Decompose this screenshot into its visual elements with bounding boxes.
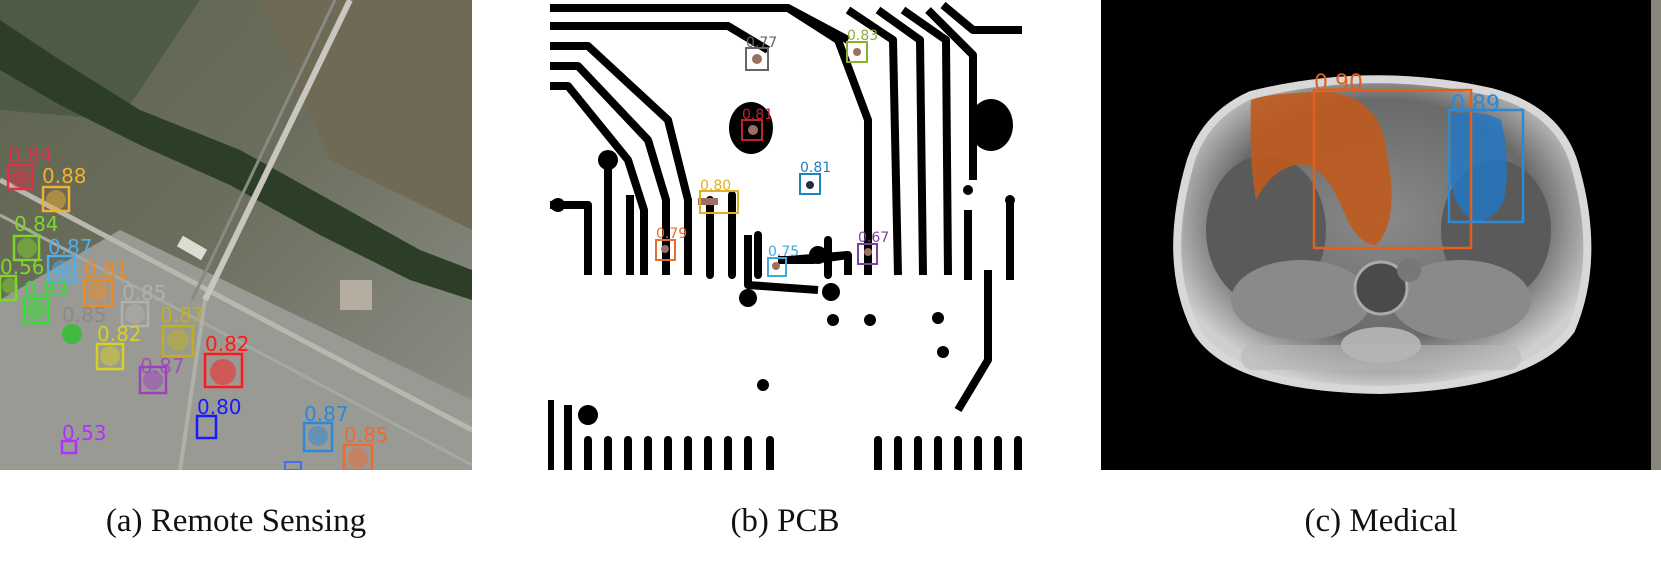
detection-box	[342, 443, 374, 470]
detection-box	[12, 234, 41, 262]
detection-box	[857, 243, 878, 265]
detection-box	[41, 185, 71, 213]
pcb-panel: 0.77 0.83 0.81 0.81 0.80 0.79 0.75	[548, 0, 1022, 470]
detection-box	[846, 41, 868, 63]
detection-box	[741, 119, 763, 141]
detection-box	[60, 439, 78, 455]
caption-remote-sensing: (a) Remote Sensing	[105, 503, 367, 539]
detection-score: 0.85	[122, 281, 167, 305]
detection-box	[0, 274, 18, 302]
detection-score: 0.82	[97, 322, 142, 346]
detection-score: 0.85	[344, 423, 389, 447]
detection-score: 0.85	[62, 303, 107, 327]
caption-pcb: (b) PCB	[730, 503, 840, 539]
detection-box	[161, 324, 195, 358]
detection-box	[799, 173, 821, 195]
detection-box	[302, 421, 334, 453]
detection-markers: 0.84 0.88 0.84 0.87 0.81 0.56 0.83	[0, 143, 389, 470]
detection-markers: 0.90 0.89	[1250, 71, 1525, 250]
detection-box	[195, 414, 218, 440]
pcb-image: 0.77 0.83 0.81 0.81 0.80 0.79 0.75	[548, 0, 1022, 470]
detection-score: 0.81	[742, 107, 773, 123]
detection-score: 0.87	[160, 303, 205, 327]
detection-score: 0.90	[1314, 71, 1363, 96]
detection-box	[6, 163, 34, 191]
detection-score: 0.89	[1451, 92, 1500, 117]
detection-score: 0.67	[858, 230, 889, 246]
detection-box	[138, 365, 168, 395]
detection-box	[95, 342, 125, 371]
remote-sensing-panel: 0.84 0.88 0.84 0.87 0.81 0.56 0.83	[0, 0, 472, 470]
detection-box	[83, 278, 114, 308]
detection-score: 0.82	[205, 332, 250, 356]
remote-sensing-image: 0.84 0.88 0.84 0.87 0.81 0.56 0.83	[0, 0, 472, 470]
detection-score: 0.87	[304, 402, 349, 426]
detection-box	[1312, 88, 1473, 250]
detection-score: 0.81	[84, 258, 129, 282]
detection-score: 0.81	[800, 160, 831, 176]
detection-box	[46, 254, 77, 284]
detection-box	[745, 47, 769, 71]
detection-box	[655, 239, 676, 261]
detection-score: 0.56	[0, 255, 45, 279]
detection-score: 0.84	[8, 143, 53, 167]
detection-score: 0.80	[197, 395, 242, 419]
detection-score: 0.83	[847, 28, 878, 44]
caption-medical: (c) Medical	[1304, 503, 1458, 539]
detection-box	[699, 190, 739, 214]
detection-score: 0.87	[48, 235, 93, 259]
detection-score: 0.77	[746, 35, 777, 51]
detection-box	[22, 296, 50, 325]
detection-score: 0.87	[140, 354, 185, 378]
detection-score: 0.88	[42, 164, 87, 188]
medical-panel: 0.90 0.89	[1101, 0, 1661, 470]
detection-score: 0.75	[768, 244, 799, 260]
detection-box	[203, 352, 244, 389]
detection-score: 0.53	[62, 421, 107, 445]
detection-box	[120, 300, 150, 328]
detection-markers: 0.77 0.83 0.81 0.81 0.80 0.79 0.75	[655, 28, 889, 277]
detection-score: 0.83	[24, 277, 69, 301]
detection-score: 0.79	[656, 226, 687, 242]
detection-score: 0.84	[14, 212, 59, 236]
detection-score: 0.80	[700, 178, 731, 194]
medical-image: 0.90 0.89	[1101, 0, 1661, 470]
detection-box	[1447, 108, 1525, 224]
detection-box	[767, 257, 787, 277]
